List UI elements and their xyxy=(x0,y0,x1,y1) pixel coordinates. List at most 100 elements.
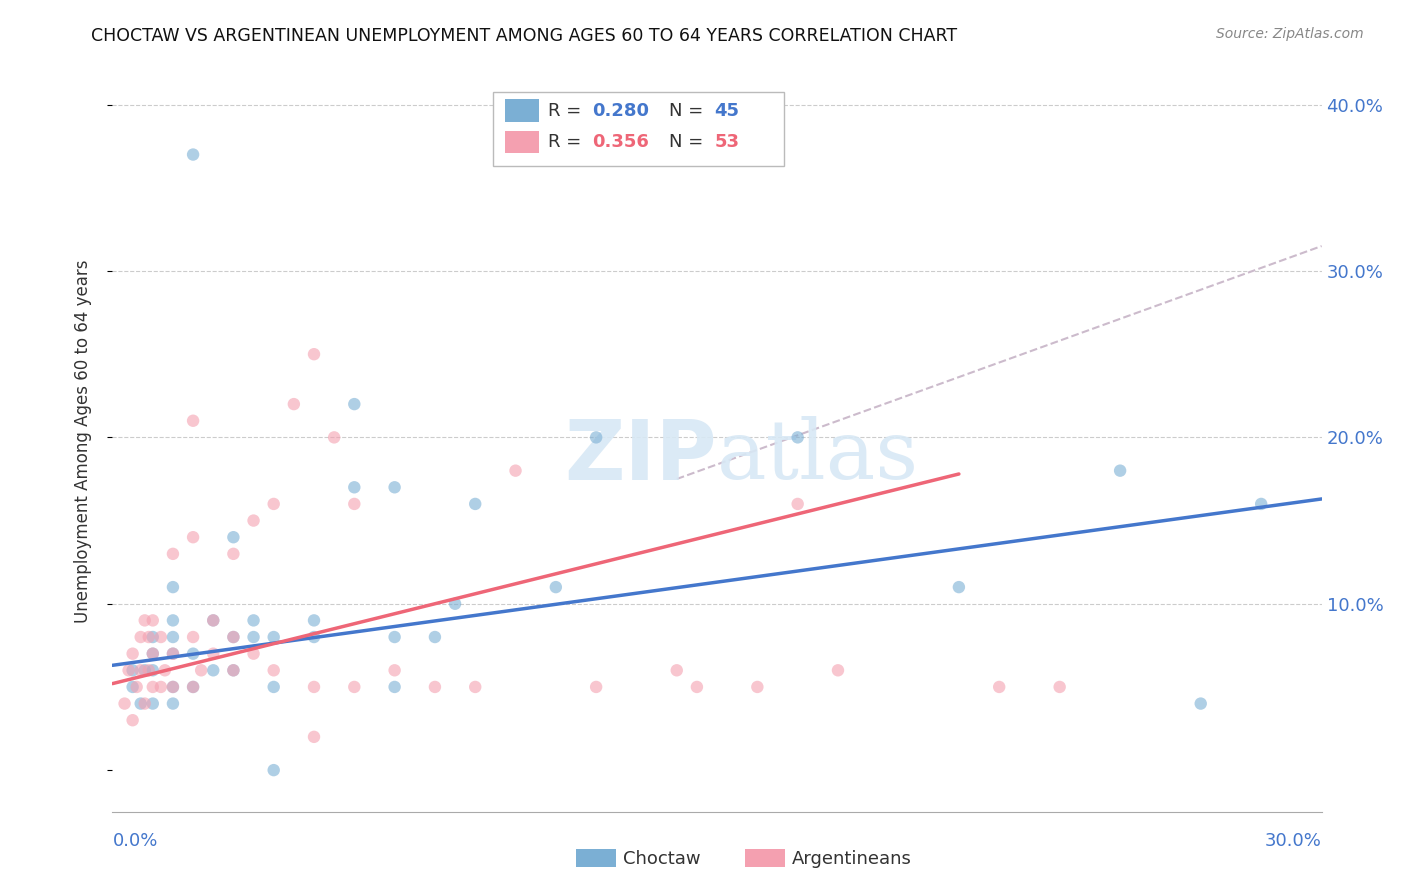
Point xyxy=(142,630,165,644)
Point xyxy=(162,680,184,694)
Point xyxy=(181,530,204,544)
Point xyxy=(263,630,285,644)
Point xyxy=(142,680,165,694)
Point xyxy=(384,663,406,677)
Point xyxy=(181,680,204,694)
Point xyxy=(384,480,406,494)
Text: 0.0%: 0.0% xyxy=(112,831,157,850)
Text: 45: 45 xyxy=(714,102,740,120)
Point xyxy=(786,430,808,444)
Point xyxy=(222,630,245,644)
Point xyxy=(948,580,970,594)
Point xyxy=(162,647,184,661)
Point xyxy=(263,497,285,511)
Point xyxy=(153,663,176,677)
Point xyxy=(544,580,567,594)
Point xyxy=(302,730,325,744)
Y-axis label: Unemployment Among Ages 60 to 64 years: Unemployment Among Ages 60 to 64 years xyxy=(73,260,91,624)
Point xyxy=(302,680,325,694)
Point xyxy=(142,697,165,711)
Text: R =: R = xyxy=(548,133,586,151)
Point xyxy=(384,630,406,644)
Point xyxy=(686,680,709,694)
Text: ZIP: ZIP xyxy=(565,416,717,497)
Point xyxy=(162,680,184,694)
Point xyxy=(585,430,607,444)
Text: atlas: atlas xyxy=(717,417,920,496)
Point xyxy=(202,614,225,628)
Point xyxy=(142,647,165,661)
Point xyxy=(444,597,467,611)
Point xyxy=(181,680,204,694)
Point xyxy=(747,131,769,145)
Point xyxy=(263,680,285,694)
Bar xyxy=(506,100,540,121)
Point xyxy=(149,680,172,694)
Point xyxy=(464,680,486,694)
Point xyxy=(162,630,184,644)
Point xyxy=(125,680,148,694)
Bar xyxy=(576,849,616,867)
Point xyxy=(1250,497,1272,511)
Text: Choctaw: Choctaw xyxy=(623,850,700,868)
Point xyxy=(222,530,245,544)
Point xyxy=(242,514,264,528)
Text: 53: 53 xyxy=(714,133,740,151)
Text: 0.356: 0.356 xyxy=(592,133,650,151)
Point xyxy=(505,464,527,478)
Point xyxy=(263,663,285,677)
Point xyxy=(134,697,156,711)
Point xyxy=(149,630,172,644)
Point xyxy=(423,630,446,644)
Point xyxy=(129,663,152,677)
Point xyxy=(114,697,136,711)
Point xyxy=(302,614,325,628)
Point xyxy=(665,663,688,677)
Point xyxy=(827,663,849,677)
Point xyxy=(162,614,184,628)
Point xyxy=(343,397,366,411)
Point xyxy=(747,680,769,694)
Text: N =: N = xyxy=(669,102,709,120)
FancyBboxPatch shape xyxy=(494,92,783,166)
Point xyxy=(423,680,446,694)
Text: 0.280: 0.280 xyxy=(592,102,650,120)
Point xyxy=(988,680,1011,694)
Point xyxy=(323,430,346,444)
Point xyxy=(181,647,204,661)
Point xyxy=(181,414,204,428)
Point xyxy=(343,480,366,494)
Text: R =: R = xyxy=(548,102,586,120)
Point xyxy=(585,680,607,694)
Point xyxy=(242,647,264,661)
Point xyxy=(242,614,264,628)
Text: N =: N = xyxy=(669,133,709,151)
Point xyxy=(134,663,156,677)
Point xyxy=(1189,697,1212,711)
Point xyxy=(117,663,139,677)
Point xyxy=(343,680,366,694)
Point xyxy=(222,547,245,561)
Bar xyxy=(506,130,540,153)
Point xyxy=(121,713,143,727)
Point xyxy=(1049,680,1071,694)
Bar xyxy=(745,849,785,867)
Point xyxy=(142,647,165,661)
Point xyxy=(162,647,184,661)
Point xyxy=(202,647,225,661)
Point xyxy=(222,663,245,677)
Point xyxy=(1109,464,1132,478)
Point xyxy=(142,614,165,628)
Point xyxy=(464,497,486,511)
Point xyxy=(162,697,184,711)
Text: Source: ZipAtlas.com: Source: ZipAtlas.com xyxy=(1216,27,1364,41)
Point xyxy=(302,630,325,644)
Point xyxy=(162,580,184,594)
Point xyxy=(138,663,160,677)
Point xyxy=(283,397,305,411)
Point xyxy=(786,497,808,511)
Point xyxy=(343,497,366,511)
Point xyxy=(190,663,212,677)
Point xyxy=(302,347,325,361)
Point xyxy=(121,663,143,677)
